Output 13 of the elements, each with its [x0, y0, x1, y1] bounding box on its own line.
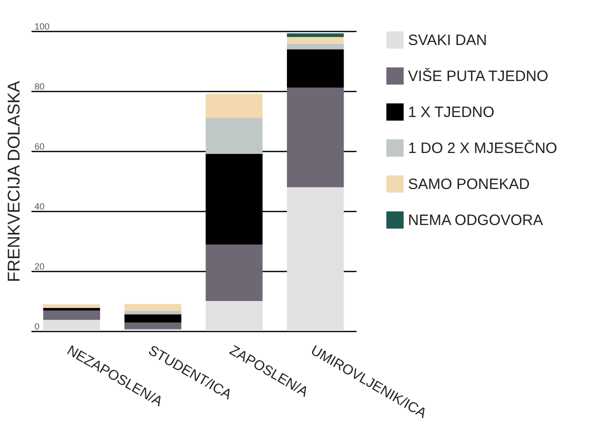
y-tick-label: 80	[34, 82, 45, 92]
legend-label: NEMA ODGOVORA	[408, 212, 544, 229]
y-tick-label: 40	[34, 202, 45, 212]
legend-label: 1 DO 2 X MJESEČNO	[408, 139, 558, 157]
legend-label: SVAKI DAN	[408, 32, 487, 49]
y-axis-title: FRENKVECIJA DOLASKA	[4, 80, 24, 282]
y-tick-label: 20	[34, 262, 45, 272]
y-tick-label: 100	[34, 22, 50, 32]
legend-label: SAMO PONEKAD	[408, 176, 530, 193]
y-tick-label: 0	[34, 322, 40, 332]
y-tick-label: 60	[34, 142, 45, 152]
legend-label: VIŠE PUTA TJEDNO	[408, 67, 548, 85]
legend-label: 1 X TJEDNO	[408, 104, 494, 121]
